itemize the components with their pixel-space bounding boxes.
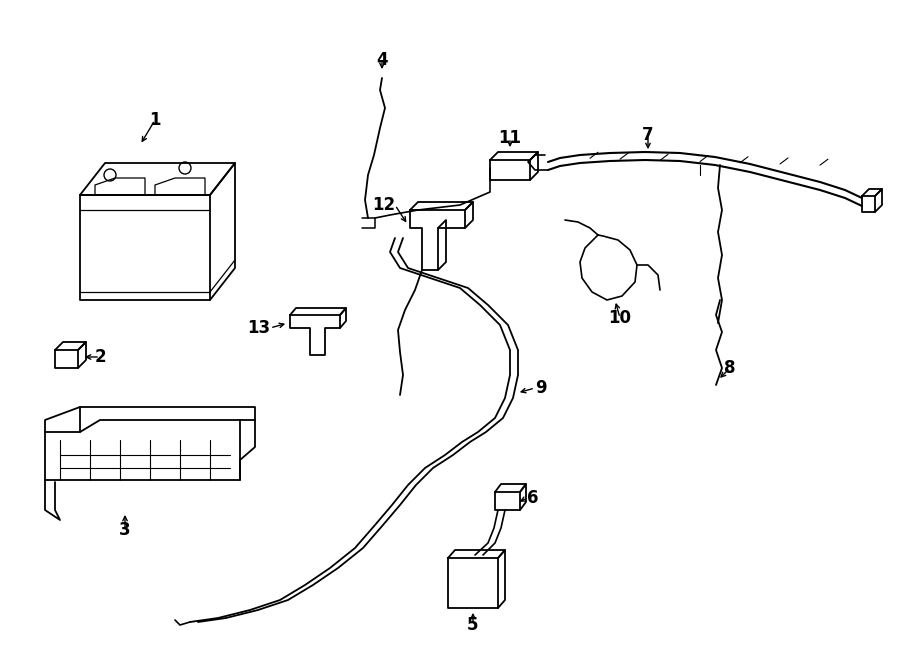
Text: 2: 2 (94, 348, 106, 366)
Text: 9: 9 (535, 379, 546, 397)
Text: 3: 3 (119, 521, 130, 539)
Text: 4: 4 (376, 51, 388, 69)
Text: 10: 10 (608, 309, 632, 327)
Text: 5: 5 (467, 616, 479, 634)
Text: 1: 1 (149, 111, 161, 129)
Text: 13: 13 (247, 319, 270, 337)
Text: 8: 8 (724, 359, 736, 377)
Text: 6: 6 (527, 489, 538, 507)
Text: 11: 11 (499, 129, 521, 147)
Text: 12: 12 (372, 196, 395, 214)
Text: 7: 7 (643, 126, 653, 144)
